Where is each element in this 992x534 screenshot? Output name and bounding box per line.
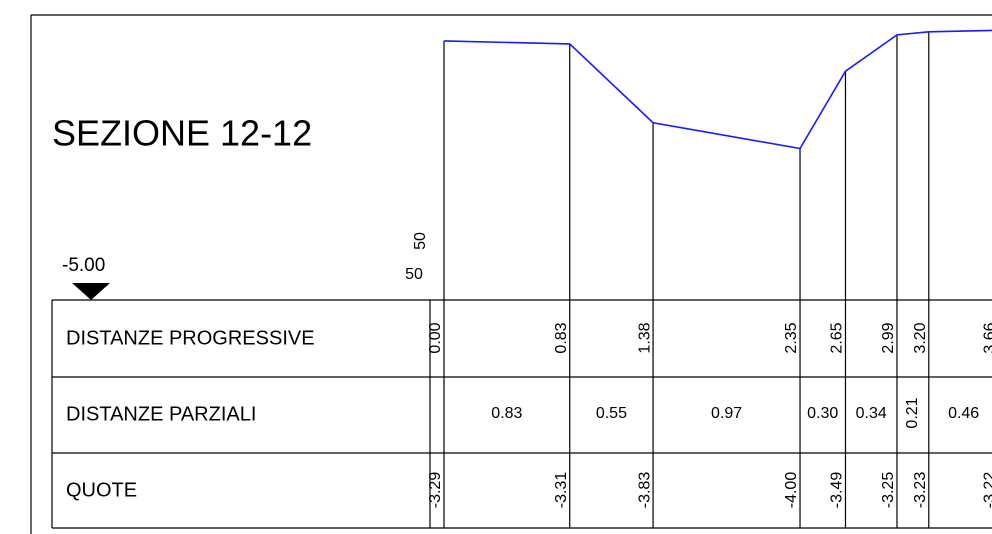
partial-label: 0.55	[596, 405, 627, 422]
progressive-label: 3.66	[982, 322, 992, 353]
scale-label: 50	[412, 232, 429, 250]
progressive-label: 0.00	[427, 322, 444, 353]
quote-label: -3.29	[427, 472, 444, 509]
partial-label: 0.30	[807, 405, 838, 422]
profile-line	[443, 29, 992, 150]
row-label: DISTANZE PROGRESSIVE	[66, 327, 315, 349]
partial-label: 0.34	[856, 405, 887, 422]
quote-label: -4.00	[783, 472, 800, 509]
datum-label: -5.00	[62, 255, 105, 276]
title: SEZIONE 12-12	[52, 113, 312, 154]
quote-label: -3.22	[982, 472, 992, 509]
partial-label: 0.97	[711, 405, 742, 422]
progressive-label: 2.99	[880, 322, 897, 353]
datum-marker	[72, 283, 110, 300]
scale-label: 50	[405, 266, 423, 283]
progressive-label: 0.83	[553, 322, 570, 353]
quote-label: -3.49	[829, 472, 846, 509]
row-label: DISTANZE PARZIALI	[66, 403, 256, 425]
quote-label: -3.83	[636, 472, 653, 509]
quote-label: -3.23	[912, 472, 929, 509]
quote-label: -3.31	[553, 472, 570, 509]
progressive-label: 2.35	[783, 322, 800, 353]
partial-label: 0.83	[491, 405, 522, 422]
progressive-label: 2.65	[829, 322, 846, 353]
progressive-label: 3.20	[912, 322, 929, 353]
partial-label: 0.21	[904, 397, 921, 428]
quote-label: -3.25	[880, 472, 897, 509]
partial-label: 0.46	[948, 405, 979, 422]
row-label: QUOTE	[66, 479, 137, 501]
progressive-label: 1.38	[636, 322, 653, 353]
